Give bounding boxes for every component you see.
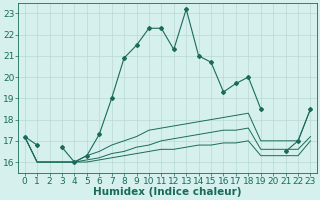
X-axis label: Humidex (Indice chaleur): Humidex (Indice chaleur)	[93, 187, 242, 197]
